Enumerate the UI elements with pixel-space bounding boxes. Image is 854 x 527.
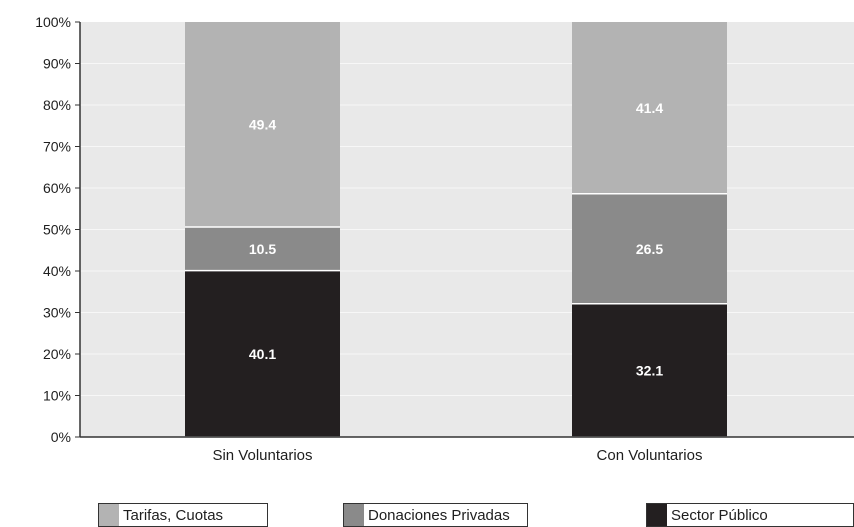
legend-swatch-sector-publico [647, 504, 667, 526]
bar-segment [185, 22, 340, 228]
y-tick-label: 80% [43, 97, 71, 113]
legend: Tarifas, Cuotas Donaciones Privadas Sect… [98, 503, 854, 527]
legend-item-donaciones: Donaciones Privadas [343, 503, 528, 527]
bar-segment [572, 193, 727, 304]
y-tick-label: 10% [43, 388, 71, 404]
bar-segment [185, 227, 340, 271]
bar-segment [185, 270, 340, 437]
y-tick-label: 30% [43, 305, 71, 321]
y-tick-label: 0% [51, 429, 71, 445]
legend-label-sector-publico: Sector Público [671, 507, 768, 524]
y-tick-label: 90% [43, 56, 71, 72]
legend-swatch-tarifas [99, 504, 119, 526]
x-category-label: Sin Voluntarios [212, 447, 312, 464]
y-tick-label: 20% [43, 346, 71, 362]
y-tick-label: 40% [43, 263, 71, 279]
data-label: 26.5 [636, 241, 663, 257]
y-tick-label: 70% [43, 139, 71, 155]
data-label: 40.1 [249, 346, 276, 362]
legend-label-donaciones: Donaciones Privadas [368, 507, 510, 524]
data-label: 10.5 [249, 241, 276, 257]
y-axis-ticks: 0% 10% 20% 30% 40% 50% 60% 70% 80% 90% 100% [35, 14, 80, 445]
legend-label-tarifas: Tarifas, Cuotas [123, 507, 224, 524]
bar-segment [572, 22, 727, 194]
data-label: 41.4 [636, 100, 663, 116]
y-tick-label: 100% [35, 14, 71, 30]
data-label: 32.1 [636, 362, 663, 378]
x-axis-labels: Sin Voluntarios Con Voluntarios [212, 447, 702, 464]
legend-item-tarifas: Tarifas, Cuotas [98, 503, 268, 527]
bar-segment [572, 303, 727, 437]
stacked-bar-chart: 40.1 10.5 49.4 32.1 26.5 41.4 0% 10% 20% 30% 40% 5… [35, 14, 854, 464]
data-label: 49.4 [249, 117, 276, 133]
y-tick-label: 60% [43, 180, 71, 196]
bars: 40.1 10.5 49.4 32.1 26.5 41.4 [185, 22, 727, 438]
legend-item-sector-publico: Sector Público [646, 503, 854, 527]
legend-swatch-donaciones [344, 504, 364, 526]
y-tick-label: 50% [43, 222, 71, 238]
x-category-label: Con Voluntarios [597, 447, 703, 464]
